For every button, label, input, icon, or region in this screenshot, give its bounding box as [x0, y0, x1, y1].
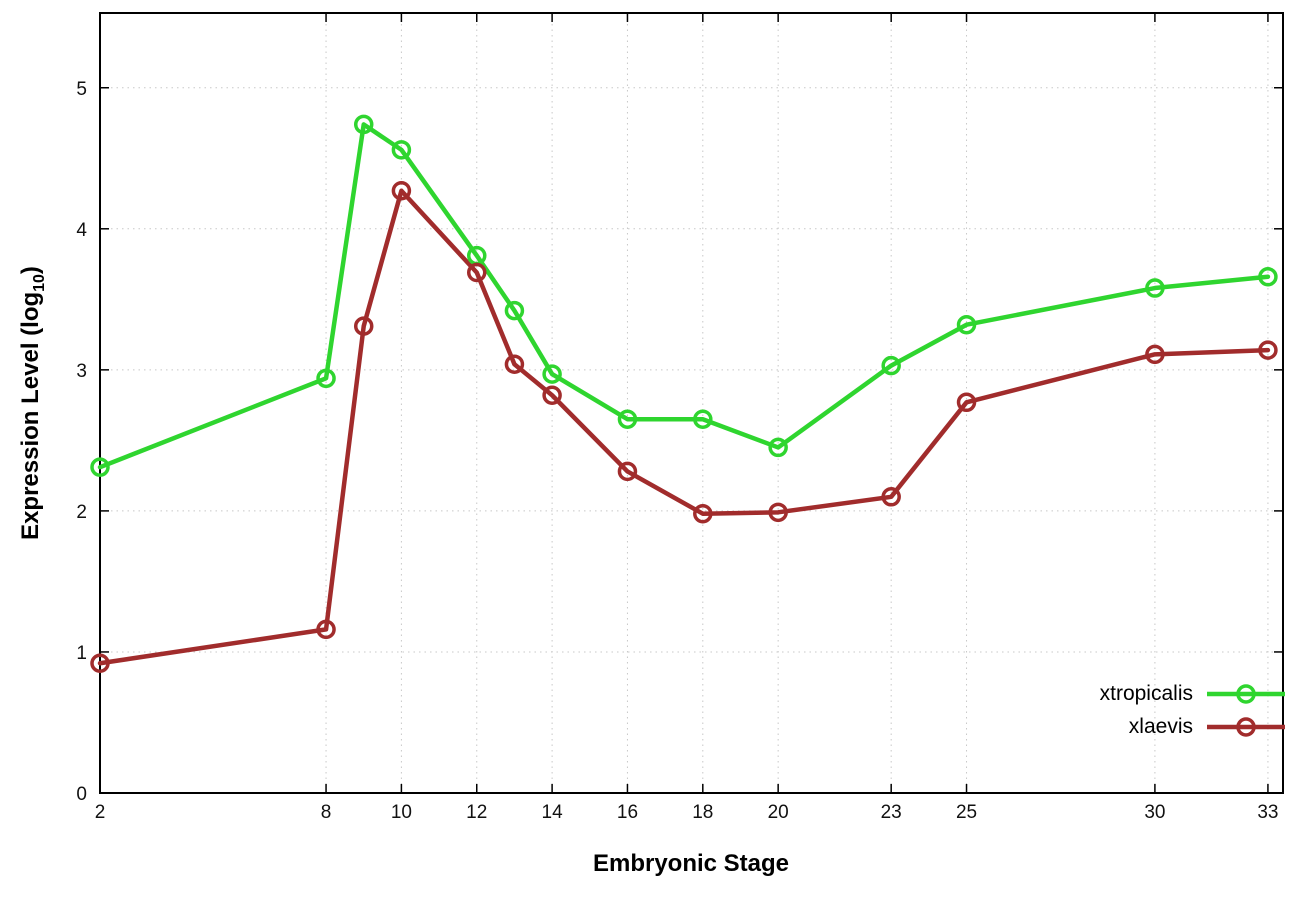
data-point-xlaevis [391, 180, 412, 201]
y-tick-label: 1 [76, 643, 87, 664]
data-point-xtropicalis [617, 409, 638, 429]
y-tick-label: 3 [76, 361, 87, 382]
data-point-xtropicalis [693, 409, 713, 429]
x-tick-label: 8 [321, 802, 332, 823]
data-point-xlaevis [881, 487, 901, 507]
y-axis-label-subscript: 10 [30, 274, 48, 292]
x-tick-label: 2 [95, 802, 106, 823]
plot-border [99, 12, 1284, 794]
series-line-xlaevis [97, 188, 1271, 666]
data-point-xtropicalis [956, 314, 977, 335]
data-point-xtropicalis [391, 140, 412, 160]
x-tick-label: 23 [881, 802, 902, 823]
x-tick-label: 33 [1257, 802, 1278, 823]
data-point-xlaevis [353, 316, 374, 336]
x-tick-label: 12 [466, 802, 487, 823]
data-point-xlaevis [956, 392, 977, 413]
y-tick-label: 5 [76, 79, 87, 100]
data-point-xtropicalis [1258, 267, 1278, 287]
x-tick-label: 18 [692, 802, 713, 823]
data-point-xlaevis [693, 503, 713, 524]
legend-sample-line-xlaevis [1207, 717, 1285, 737]
data-point-xlaevis [316, 619, 336, 640]
data-point-xlaevis [1258, 340, 1278, 360]
x-tick-label: 25 [956, 802, 977, 823]
data-point-xtropicalis [881, 355, 901, 376]
x-tick-label: 10 [391, 802, 412, 823]
data-point-xlaevis [467, 262, 487, 283]
data-point-xtropicalis [316, 368, 336, 389]
series-line-xtropicalis [97, 122, 1271, 470]
legend-label-xtropicalis: xtropicalis [1099, 682, 1193, 705]
data-point-xtropicalis [353, 114, 374, 135]
y-tick-label: 4 [76, 220, 87, 241]
data-point-xtropicalis [542, 364, 562, 384]
x-tick-label: 30 [1144, 802, 1165, 823]
legend-item-xlaevis: xlaevis [1100, 715, 1287, 739]
y-tick-label: 0 [76, 784, 87, 805]
data-point-xlaevis [768, 502, 788, 523]
x-tick-label: 20 [768, 802, 789, 823]
y-tick-label: 2 [76, 502, 87, 523]
y-axis-label-suffix: ) [17, 266, 45, 275]
data-point-xtropicalis [504, 300, 525, 321]
x-tick-label: 16 [617, 802, 638, 823]
data-point-xlaevis [1145, 344, 1165, 365]
data-point-xtropicalis [90, 457, 110, 477]
legend-label-xlaevis: xlaevis [1128, 715, 1193, 738]
legend-item-xtropicalis: xtropicalis [1100, 682, 1287, 706]
data-point-xlaevis [504, 354, 525, 374]
data-point-xlaevis [542, 385, 562, 405]
legend-sample-line-xtropicalis [1207, 684, 1285, 704]
legend: xtropicalis xlaevis [1100, 682, 1287, 739]
data-point-xtropicalis [1145, 278, 1165, 298]
y-axis-label: Expression Level (log10) [17, 266, 49, 540]
x-axis-label: Embryonic Stage [592, 850, 790, 877]
data-point-xlaevis [90, 653, 110, 673]
x-tick-label: 14 [542, 802, 564, 823]
data-point-xlaevis [617, 461, 638, 482]
y-axis-label-text: Expression Level (log [17, 291, 45, 540]
data-point-xtropicalis [768, 437, 788, 458]
